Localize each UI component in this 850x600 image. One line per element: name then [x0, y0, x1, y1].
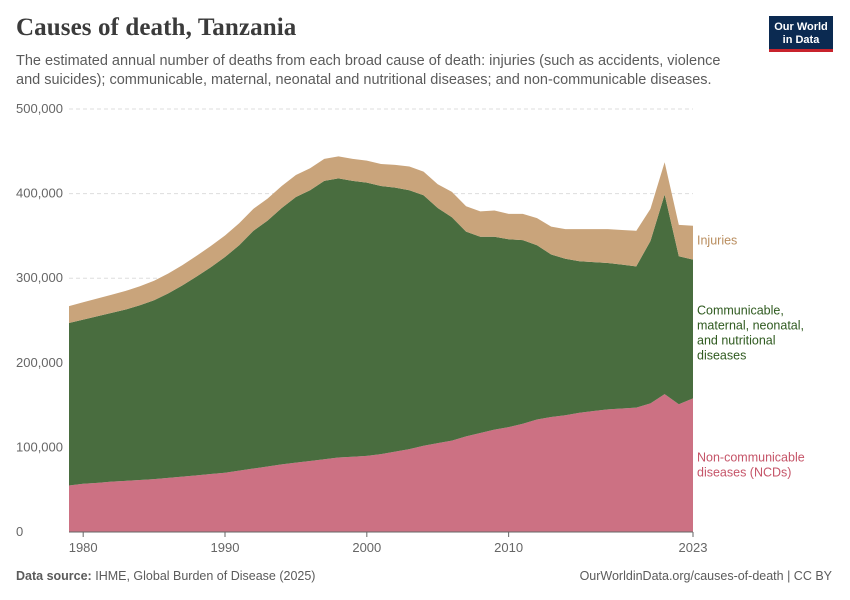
series-label-communicable: Communicable, maternal, neonatal, and nutr…	[697, 303, 804, 362]
chart-subtitle: The estimated annual number of deaths fr…	[16, 53, 721, 88]
data-source-text: IHME, Global Burden of Disease (2025)	[95, 569, 316, 583]
series-label-ncd: Non-communicable diseases (NCDs)	[697, 451, 805, 480]
y-tick-label: 0	[16, 524, 23, 539]
x-tick-label: 1990	[211, 540, 240, 555]
series-label-injuries: Injuries	[697, 234, 737, 248]
x-tick-label: 2010	[494, 540, 523, 555]
data-source: Data source: IHME, Global Burden of Dise…	[16, 569, 315, 583]
series-label-line: Injuries	[697, 234, 737, 248]
y-tick-label: 300,000	[16, 270, 63, 285]
x-tick-label: 2023	[679, 540, 708, 555]
series-label-line: maternal, neonatal,	[697, 318, 804, 332]
series-label-line: Communicable,	[697, 303, 784, 317]
series-label-line: diseases	[697, 348, 746, 362]
source-url-link[interactable]: OurWorldinData.org/causes-of-death | CC …	[579, 569, 832, 583]
series-label-line: Non-communicable	[697, 451, 805, 465]
owid-logo[interactable]: Our World in Data	[769, 16, 833, 52]
y-tick-label: 100,000	[16, 439, 63, 454]
chart-title: Causes of death, Tanzania	[16, 14, 297, 41]
logo-line-1: Our World	[774, 21, 828, 33]
area-injuries[interactable]	[69, 156, 693, 324]
y-tick-label: 500,000	[16, 101, 63, 116]
series-labels: Non-communicable diseases (NCDs) Communica…	[697, 234, 805, 480]
axes: 0 100,000 200,000 300,000 400,000 500,000 1980…	[16, 101, 707, 555]
y-tick-label: 400,000	[16, 186, 63, 201]
stacked-areas	[69, 156, 693, 532]
series-label-line: and nutritional	[697, 333, 776, 347]
logo-line-2: in Data	[782, 34, 820, 46]
y-tick-label: 200,000	[16, 355, 63, 370]
area-ncd[interactable]	[69, 394, 693, 532]
x-tick-label: 2000	[352, 540, 381, 555]
series-label-line: diseases (NCDs)	[697, 466, 791, 480]
area-communicable[interactable]	[69, 178, 693, 486]
data-source-label: Data source:	[16, 569, 92, 583]
x-tick-label: 1980	[69, 540, 98, 555]
